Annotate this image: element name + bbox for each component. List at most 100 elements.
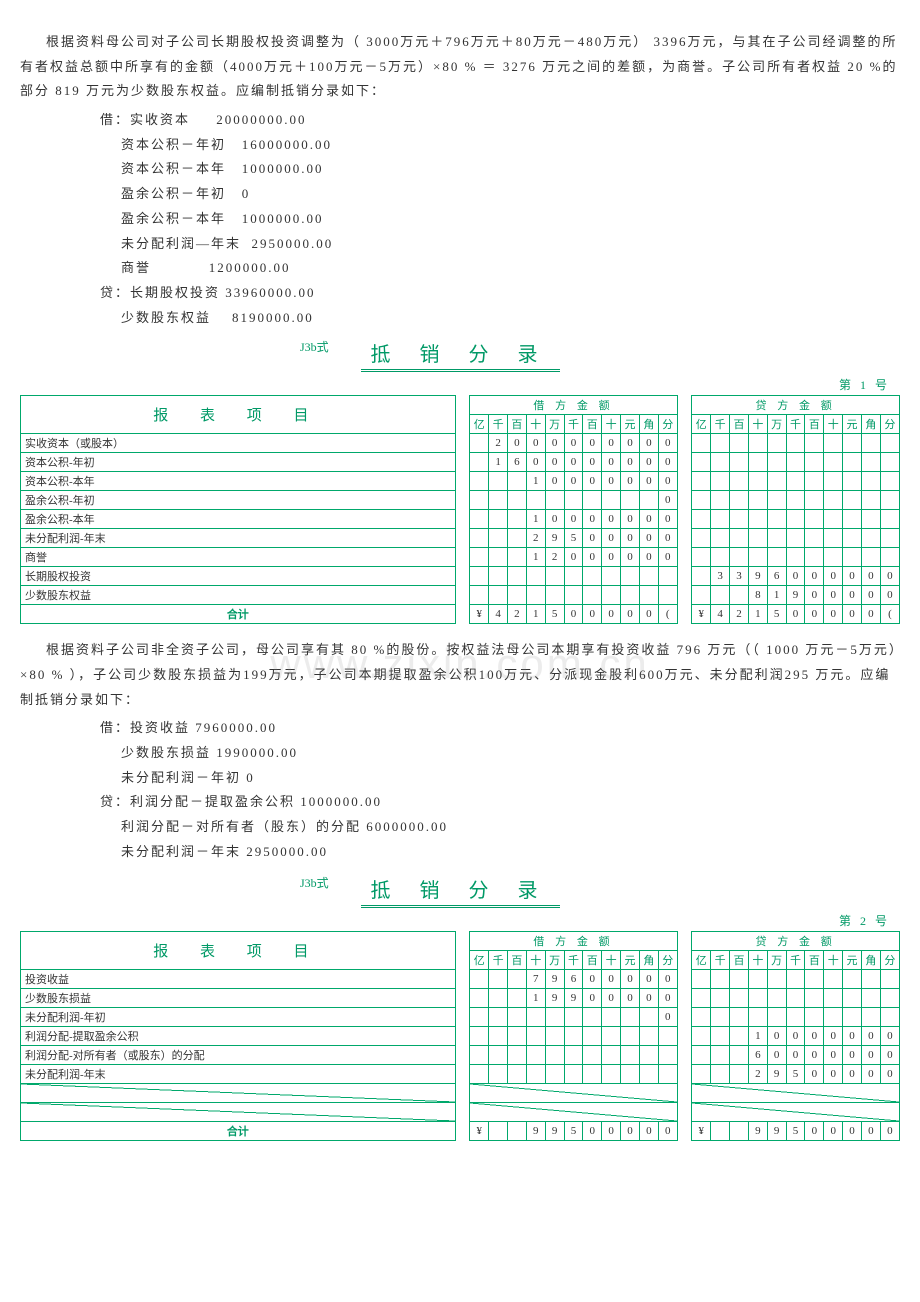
- gap: [455, 453, 470, 472]
- debit-digit: 0: [621, 472, 640, 491]
- form2-title: 抵 销 分 录: [361, 874, 560, 908]
- debit-digit: [658, 586, 677, 605]
- total-credit-digit: 0: [824, 605, 843, 624]
- debit-digit: [470, 510, 489, 529]
- debit-digit: [621, 1046, 640, 1065]
- credit-digit: [786, 548, 805, 567]
- gap: [455, 1008, 470, 1027]
- debit-digit: 1: [526, 510, 545, 529]
- debit-digit: 0: [639, 529, 658, 548]
- unit-label: 百: [805, 951, 824, 970]
- credit-digit: [805, 1008, 824, 1027]
- unit-label: 十: [602, 415, 621, 434]
- gap: [677, 510, 692, 529]
- gap: [677, 1084, 692, 1103]
- credit-digit: 6: [748, 1046, 767, 1065]
- credit-digit: 0: [786, 1027, 805, 1046]
- debit-digit: 0: [639, 548, 658, 567]
- credit-digit: [824, 548, 843, 567]
- row-label: 盈余公积-本年: [21, 510, 456, 529]
- debit-digit: [639, 1008, 658, 1027]
- credit-digit: [748, 989, 767, 1008]
- debit-digit: 0: [545, 434, 564, 453]
- credit-digit: 0: [861, 1046, 880, 1065]
- credit-digit: [730, 970, 749, 989]
- unit-label: 百: [583, 415, 602, 434]
- row-label: 利润分配-提取盈余公积: [21, 1027, 456, 1046]
- unit-label: 角: [861, 415, 880, 434]
- credit-digit: [692, 970, 711, 989]
- credit-digit: [730, 472, 749, 491]
- gap: [455, 548, 470, 567]
- debit-digit: 0: [658, 970, 677, 989]
- debit-digit: [489, 548, 508, 567]
- debit-digit: [526, 1027, 545, 1046]
- debit-digit: [621, 491, 640, 510]
- credit-digit: [824, 529, 843, 548]
- credit-digit: 0: [843, 1065, 862, 1084]
- unit-label: 亿: [470, 951, 489, 970]
- credit-digit: 0: [843, 567, 862, 586]
- credit-digit: [692, 529, 711, 548]
- total-debit-digit: (: [658, 605, 677, 624]
- entry-line: 资本公积－年初 16000000.00: [100, 133, 900, 158]
- gap: [677, 548, 692, 567]
- debit-digit: 0: [602, 453, 621, 472]
- credit-digit: 0: [786, 1046, 805, 1065]
- credit-digit: [711, 491, 730, 510]
- unit-label: 千: [489, 951, 508, 970]
- credit-digit: [692, 1027, 711, 1046]
- debit-digit: 0: [602, 510, 621, 529]
- form2-number: 第 2 号: [20, 912, 890, 929]
- debit-digit: [602, 1027, 621, 1046]
- unit-label: 十: [748, 951, 767, 970]
- debit-digit: [489, 472, 508, 491]
- total-debit-digit: 0: [564, 605, 583, 624]
- unit-label: 分: [658, 415, 677, 434]
- total-debit-digit: 1: [526, 605, 545, 624]
- credit-digit: [711, 453, 730, 472]
- credit-digit: 0: [824, 1027, 843, 1046]
- debit-digit: 0: [658, 548, 677, 567]
- credit-digit: 0: [843, 1027, 862, 1046]
- debit-digit: 0: [526, 434, 545, 453]
- credit-digit: [730, 453, 749, 472]
- debit-digit: [639, 1065, 658, 1084]
- credit-digit: 3: [711, 567, 730, 586]
- debit-digit: 2: [526, 529, 545, 548]
- debit-digit: [639, 1027, 658, 1046]
- debit-digit: [545, 586, 564, 605]
- unit-label: 千: [564, 415, 583, 434]
- credit-digit: [730, 989, 749, 1008]
- debit-digit: 0: [658, 453, 677, 472]
- credit-digit: [824, 989, 843, 1008]
- debit-digit: [602, 1065, 621, 1084]
- unit-label: 百: [507, 415, 526, 434]
- entry-line: 贷：利润分配－提取盈余公积 1000000.00: [100, 790, 900, 815]
- unit-label: 百: [805, 415, 824, 434]
- debit-digit: [470, 567, 489, 586]
- credit-digit: [861, 434, 880, 453]
- credit-digit: [692, 434, 711, 453]
- credit-digit: 0: [805, 1027, 824, 1046]
- credit-digit: [767, 989, 786, 1008]
- credit-digit: [711, 586, 730, 605]
- header-item: 报 表 项 目: [21, 396, 456, 434]
- debit-digit: [470, 970, 489, 989]
- gap: [677, 453, 692, 472]
- debit-digit: [507, 510, 526, 529]
- credit-digit: [730, 548, 749, 567]
- debit-digit: 0: [564, 453, 583, 472]
- row-label: 少数股东权益: [21, 586, 456, 605]
- credit-digit: [861, 453, 880, 472]
- debit-digit: 9: [545, 989, 564, 1008]
- debit-digit: [583, 491, 602, 510]
- credit-diag: [692, 1084, 900, 1103]
- gap: [677, 1103, 692, 1122]
- unit-label: 十: [526, 415, 545, 434]
- unit-label: 分: [658, 951, 677, 970]
- debit-digit: [470, 1027, 489, 1046]
- row-label: 利润分配-对所有者（或股东）的分配: [21, 1046, 456, 1065]
- debit-digit: [583, 586, 602, 605]
- credit-digit: [767, 548, 786, 567]
